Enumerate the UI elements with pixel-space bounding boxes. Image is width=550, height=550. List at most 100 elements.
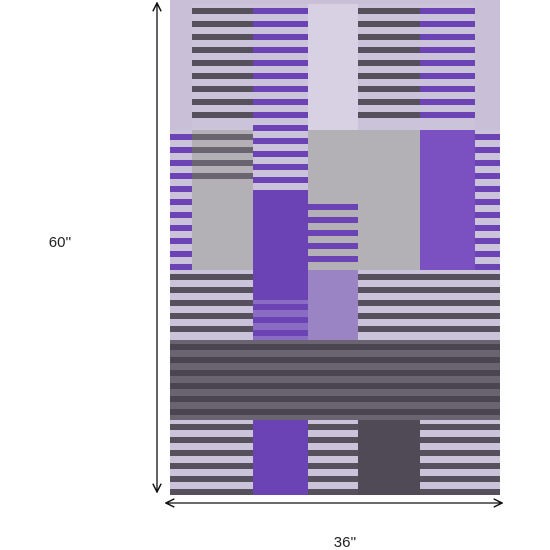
rug-block	[475, 225, 500, 231]
rug-block	[253, 4, 308, 190]
rug-block	[192, 60, 253, 66]
rug-block	[192, 134, 253, 140]
rug-pattern	[170, 4, 500, 495]
rug-block	[308, 4, 358, 130]
rug-block	[253, 164, 308, 170]
rug-block	[358, 112, 420, 118]
rug-block	[192, 160, 253, 166]
rug-block	[358, 47, 420, 53]
rug-block	[170, 212, 192, 218]
rug-block	[420, 476, 500, 482]
rug-block	[192, 8, 253, 14]
rug-block	[253, 304, 308, 310]
rug-block	[192, 112, 253, 118]
rug-block	[253, 317, 308, 323]
rug-block	[420, 8, 475, 14]
rug-block	[170, 313, 253, 319]
rug-block	[308, 270, 358, 340]
rug-block	[308, 476, 358, 482]
rug-block	[308, 424, 358, 430]
rug-block	[170, 357, 500, 363]
rug-block	[420, 21, 475, 27]
rug-block	[358, 73, 420, 79]
rug-block	[170, 186, 192, 192]
rug-block	[170, 424, 253, 430]
rug-block	[308, 217, 358, 223]
rug-block	[475, 238, 500, 244]
rug-block	[358, 99, 420, 105]
rug-block	[358, 86, 420, 92]
rug-block	[475, 199, 500, 205]
rug-block	[170, 340, 500, 420]
rug-block	[420, 60, 475, 66]
rug-block	[192, 47, 253, 53]
rug-block	[475, 186, 500, 192]
rug-block	[308, 489, 358, 495]
rug-block	[420, 73, 475, 79]
rug-block	[170, 238, 192, 244]
rug-block	[308, 450, 358, 456]
rug-block	[358, 200, 420, 270]
rug-block	[170, 437, 253, 443]
rug-block	[420, 437, 500, 443]
rug-block	[420, 34, 475, 40]
width-label: 36''	[334, 534, 357, 550]
rug-block	[253, 330, 308, 336]
rug-block	[170, 134, 192, 140]
rug-block	[253, 21, 308, 27]
rug-block	[192, 34, 253, 40]
rug-block	[475, 251, 500, 257]
rug-block	[253, 177, 308, 183]
rug-block	[358, 21, 420, 27]
rug-block	[420, 99, 475, 105]
rug-block	[420, 86, 475, 92]
rug-block	[358, 274, 500, 280]
rug-block	[253, 190, 308, 300]
rug-block	[475, 134, 500, 140]
rug-block	[358, 326, 500, 332]
rug-block	[358, 313, 500, 319]
rug-block	[192, 147, 253, 153]
rug-block	[475, 147, 500, 153]
height-label: 60''	[49, 234, 72, 251]
rug-block	[170, 173, 192, 179]
rug-block	[253, 112, 308, 118]
rug-block	[192, 86, 253, 92]
rug-block	[170, 396, 500, 402]
rug-block	[253, 34, 308, 40]
rug-block	[253, 73, 308, 79]
rug-block	[420, 424, 500, 430]
rug-block	[170, 476, 253, 482]
rug-block	[192, 73, 253, 79]
rug-block	[308, 437, 358, 443]
rug-block	[308, 420, 358, 495]
rug-block	[253, 86, 308, 92]
rug-block	[308, 243, 358, 249]
rug-block	[308, 463, 358, 469]
rug-block	[192, 190, 253, 270]
rug-block	[358, 300, 500, 306]
rug-block	[475, 173, 500, 179]
rug-block	[253, 138, 308, 144]
rug-block	[358, 287, 500, 293]
rug-block	[253, 420, 308, 495]
rug-block	[170, 420, 253, 495]
rug-block	[170, 199, 192, 205]
rug-block	[420, 420, 500, 495]
rug-block	[192, 21, 253, 27]
rug-block	[170, 409, 500, 415]
rug-block	[170, 326, 253, 332]
rug-block	[308, 204, 358, 210]
rug-block	[170, 450, 253, 456]
rug-block	[308, 130, 420, 200]
rug-block	[170, 274, 253, 280]
rug-block	[192, 99, 253, 105]
rug-block	[308, 230, 358, 236]
rug-block	[358, 420, 420, 495]
rug-block	[170, 300, 253, 306]
rug-block	[170, 264, 192, 270]
rug-block	[358, 60, 420, 66]
rug-block	[170, 489, 253, 495]
